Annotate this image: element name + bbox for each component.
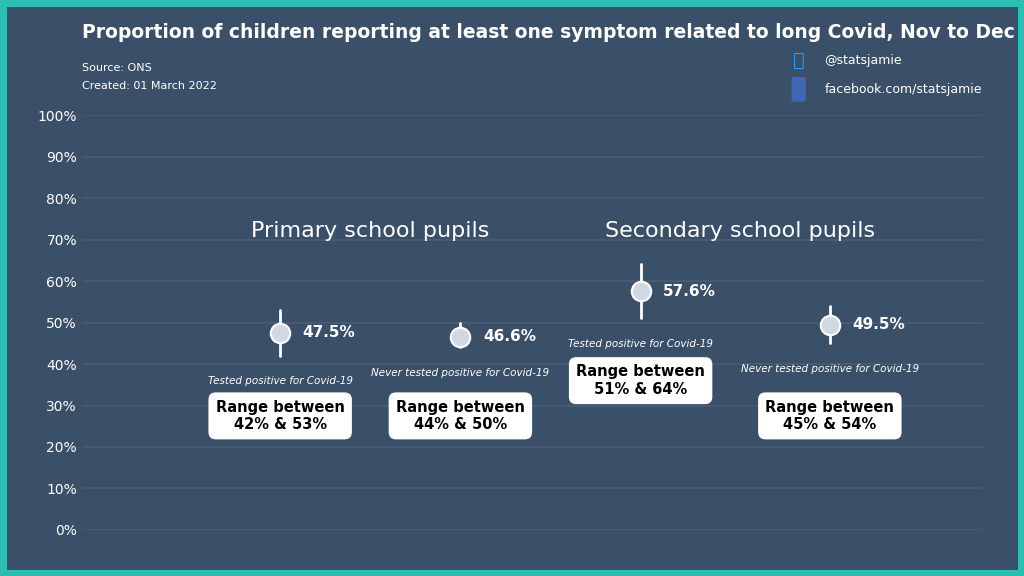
Text: Proportion of children reporting at least one symptom related to long Covid, Nov: Proportion of children reporting at leas… <box>82 23 1024 42</box>
Text: Range between
45% & 54%: Range between 45% & 54% <box>765 400 894 432</box>
Text: Never tested positive for Covid-19: Never tested positive for Covid-19 <box>740 364 919 374</box>
Text: Range between
44% & 50%: Range between 44% & 50% <box>396 400 525 432</box>
Text: Tested positive for Covid-19: Tested positive for Covid-19 <box>208 377 352 386</box>
Text: facebook.com/statsjamie: facebook.com/statsjamie <box>824 83 982 96</box>
Text: 47.5%: 47.5% <box>303 325 355 340</box>
Text: 57.6%: 57.6% <box>664 283 716 298</box>
Text: Source: ONS: Source: ONS <box>82 63 152 73</box>
Text: Range between
51% & 64%: Range between 51% & 64% <box>577 365 706 397</box>
Text: 49.5%: 49.5% <box>852 317 905 332</box>
Text: Tested positive for Covid-19: Tested positive for Covid-19 <box>568 339 713 349</box>
Text: Range between
42% & 53%: Range between 42% & 53% <box>216 400 345 432</box>
Text: Never tested positive for Covid-19: Never tested positive for Covid-19 <box>372 368 550 378</box>
Text: 46.6%: 46.6% <box>483 329 536 344</box>
Text: f: f <box>795 80 803 98</box>
Text: @statsjamie: @statsjamie <box>824 54 902 67</box>
Text: Primary school pupils: Primary school pupils <box>251 221 489 241</box>
Text: 🐦: 🐦 <box>793 51 805 70</box>
Text: Created: 01 March 2022: Created: 01 March 2022 <box>82 81 217 90</box>
Text: Secondary school pupils: Secondary school pupils <box>605 221 874 241</box>
